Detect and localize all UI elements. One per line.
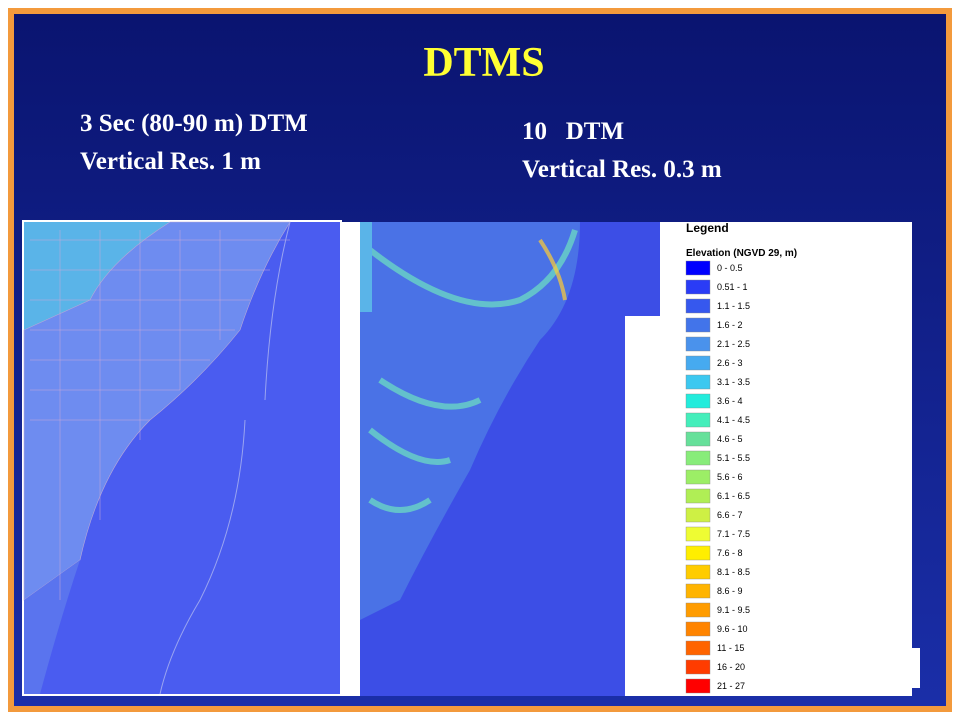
legend-subtitle: Elevation (NGVD 29, m): [686, 248, 797, 259]
legend-label: 4.6 - 5: [717, 434, 743, 444]
caption: 3 Sec (80-90 m) DTM: [80, 110, 308, 137]
legend-label: 5.1 - 5.5: [717, 453, 750, 463]
legend-swatch: [685, 545, 711, 561]
left-map: [22, 220, 342, 696]
legend-swatch: [685, 412, 711, 428]
legend-label: 7.1 - 7.5: [717, 529, 750, 539]
caption: 10 DTM: [522, 118, 624, 145]
legend-swatch: [685, 260, 711, 276]
legend-swatch: [685, 317, 711, 333]
legend-label: 8.1 - 8.5: [717, 567, 750, 577]
slide-title: DTMS: [423, 40, 544, 86]
legend-swatch: [685, 640, 711, 656]
legend-swatch: [685, 469, 711, 485]
legend-swatch: [685, 659, 711, 675]
legend-swatch: [685, 526, 711, 542]
caption: Vertical Res. 0.3 m: [522, 156, 722, 183]
legend-label: 7.6 - 8: [717, 548, 743, 558]
legend-label: 8.6 - 9: [717, 586, 743, 596]
legend-label: 0.51 - 1: [717, 282, 748, 292]
legend-label: 2.6 - 3: [717, 358, 743, 368]
legend-swatch: [685, 564, 711, 580]
legend-label: 16 - 20: [717, 662, 745, 672]
legend-swatch: [685, 374, 711, 390]
legend-swatch: [685, 355, 711, 371]
legend-swatch: [685, 583, 711, 599]
legend-swatch: [685, 336, 711, 352]
legend-label: 9.6 - 10: [717, 624, 748, 634]
legend-label: 1.1 - 1.5: [717, 301, 750, 311]
legend-label: 4.1 - 4.5: [717, 415, 750, 425]
legend-label: 0 - 0.5: [717, 263, 743, 273]
legend-label: 5.6 - 6: [717, 472, 743, 482]
legend-swatch: [685, 621, 711, 637]
legend-label: 2.1 - 2.5: [717, 339, 750, 349]
legend-label: 3.6 - 4: [717, 396, 743, 406]
legend-swatch: [685, 507, 711, 523]
legend-label: 3.1 - 3.5: [717, 377, 750, 387]
legend-label: 6.1 - 6.5: [717, 491, 750, 501]
legend-swatch: [685, 393, 711, 409]
legend-label: 9.1 - 9.5: [717, 605, 750, 615]
caption: Vertical Res. 1 m: [80, 148, 261, 175]
legend-swatch: [685, 298, 711, 314]
legend-swatch: [685, 431, 711, 447]
legend-title: Legend: [686, 221, 729, 235]
legend-label: 6.6 - 7: [717, 510, 743, 520]
legend-label: 1.6 - 2: [717, 320, 743, 330]
legend-swatch: [685, 450, 711, 466]
legend-swatch: [685, 602, 711, 618]
right-map: [342, 222, 660, 696]
legend-swatch: [685, 279, 711, 295]
legend-label: 21 - 27: [717, 681, 745, 691]
legend-label: 11 - 15: [717, 643, 744, 653]
legend: Legend Elevation (NGVD 29, m) 0 - 0.5 0.5…: [660, 221, 920, 696]
legend-swatch: [685, 488, 711, 504]
legend-swatch: [685, 678, 711, 694]
